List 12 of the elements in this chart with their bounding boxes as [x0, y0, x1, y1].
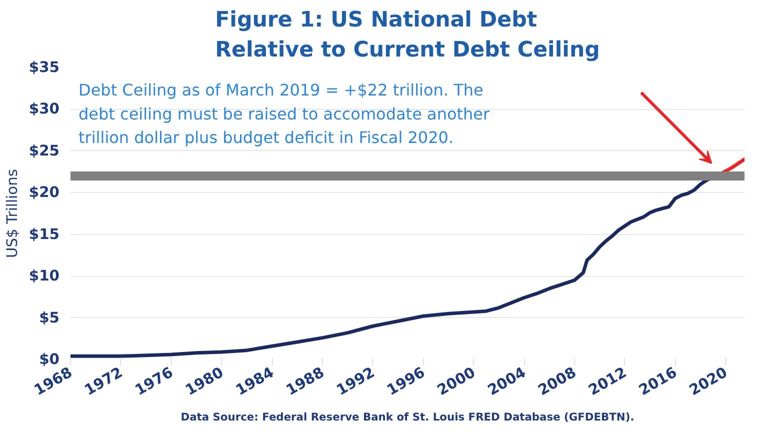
source-note: Data Source: Federal Reserve Bank of St. Louis FRED Database (GFDEBTN).: [180, 410, 634, 424]
y-tick-label: $15: [28, 226, 60, 243]
y-tick-label: $10: [28, 268, 60, 285]
chart-title: Figure 1: US National Debt Relative to Current Debt Ceiling: [215, 8, 600, 62]
y-tick-label: $25: [28, 142, 60, 160]
y-axis-title: US$ Trillions: [4, 168, 21, 258]
y-tick-label: $5: [39, 309, 60, 326]
y-tick-label: $20: [28, 184, 60, 202]
y-tick-label: $35: [28, 59, 60, 76]
y-tick-label: $30: [28, 100, 60, 118]
y-tick-label: $0: [39, 351, 60, 368]
annotation: Debt Ceiling as of March 2019 = +$22 trillion. The debt ceiling must be raised to accomodate another trillion dollar plus budget deficit in Fiscal 2020.: [78, 80, 490, 147]
